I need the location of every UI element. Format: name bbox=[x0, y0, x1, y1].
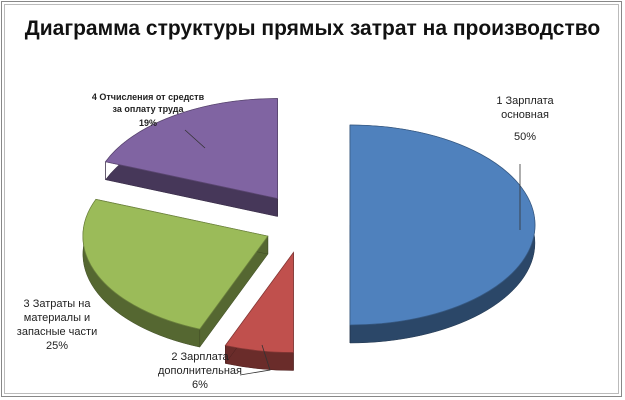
chart-title: Диаграмма структуры прямых затрат на про… bbox=[24, 17, 601, 40]
chart-frame-inner bbox=[4, 4, 619, 394]
leader-line bbox=[239, 344, 271, 376]
category-label: 4 Отчисления от средств за оплату труда bbox=[91, 92, 205, 114]
category-label: 3 Затраты на материалы и запасные части bbox=[16, 298, 98, 338]
pie-slice bbox=[224, 251, 294, 353]
value-label: 19% bbox=[138, 118, 158, 128]
leader-line bbox=[184, 129, 206, 149]
category-label: 2 Зарплата дополнительная bbox=[158, 351, 242, 377]
category-label: 1 Зарплата основная bbox=[496, 95, 554, 121]
pie-slice bbox=[349, 124, 536, 326]
value-label: 25% bbox=[45, 340, 69, 352]
value-label: 6% bbox=[192, 379, 208, 391]
value-label: 50% bbox=[513, 131, 537, 143]
pie-slice bbox=[82, 198, 269, 330]
pie-slice bbox=[104, 98, 278, 200]
